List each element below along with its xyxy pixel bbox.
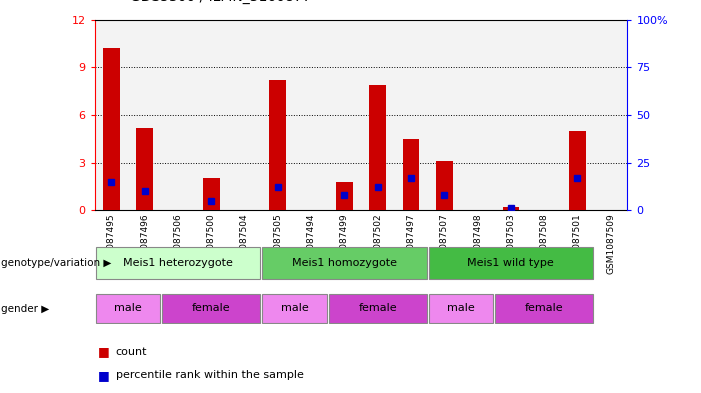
Text: Meis1 homozygote: Meis1 homozygote	[292, 257, 397, 268]
Bar	[203, 178, 219, 210]
Bar	[95, 248, 260, 279]
Text: Meis1 wild type: Meis1 wild type	[468, 257, 554, 268]
Text: gender ▶: gender ▶	[1, 303, 49, 314]
Bar	[162, 294, 260, 323]
Bar	[428, 294, 494, 323]
Bar	[269, 80, 286, 210]
Bar	[528, 20, 561, 210]
Text: male: male	[114, 303, 142, 313]
Bar	[262, 248, 427, 279]
Bar	[369, 85, 386, 210]
Bar	[261, 20, 294, 210]
Bar	[428, 20, 461, 210]
Text: GDS5300 / ILMN_3160877: GDS5300 / ILMN_3160877	[130, 0, 311, 4]
Bar	[569, 131, 586, 210]
Bar	[294, 20, 327, 210]
Bar	[95, 20, 128, 210]
Text: genotype/variation ▶: genotype/variation ▶	[1, 258, 111, 268]
Text: male: male	[447, 303, 475, 313]
Bar	[361, 20, 394, 210]
Text: female: female	[358, 303, 397, 313]
Text: female: female	[192, 303, 231, 313]
Bar	[161, 20, 194, 210]
Bar	[228, 20, 261, 210]
Text: count: count	[116, 347, 147, 357]
Bar	[136, 128, 153, 210]
Bar	[103, 48, 120, 210]
Text: ■: ■	[98, 345, 110, 358]
Bar	[394, 20, 428, 210]
Bar	[329, 294, 427, 323]
Bar	[128, 20, 161, 210]
Text: ■: ■	[98, 369, 110, 382]
Bar	[428, 248, 593, 279]
Bar	[327, 20, 361, 210]
Bar	[461, 20, 494, 210]
Bar	[494, 20, 527, 210]
Text: female: female	[525, 303, 564, 313]
Bar	[402, 139, 419, 210]
Text: Meis1 heterozygote: Meis1 heterozygote	[123, 257, 233, 268]
Bar	[262, 294, 327, 323]
Bar	[195, 20, 228, 210]
Bar	[436, 161, 453, 210]
Bar	[495, 294, 593, 323]
Bar	[336, 182, 353, 210]
Text: percentile rank within the sample: percentile rank within the sample	[116, 370, 304, 380]
Bar	[503, 207, 519, 210]
Bar	[95, 294, 161, 323]
Text: male: male	[280, 303, 308, 313]
Bar	[594, 20, 627, 210]
Bar	[561, 20, 594, 210]
